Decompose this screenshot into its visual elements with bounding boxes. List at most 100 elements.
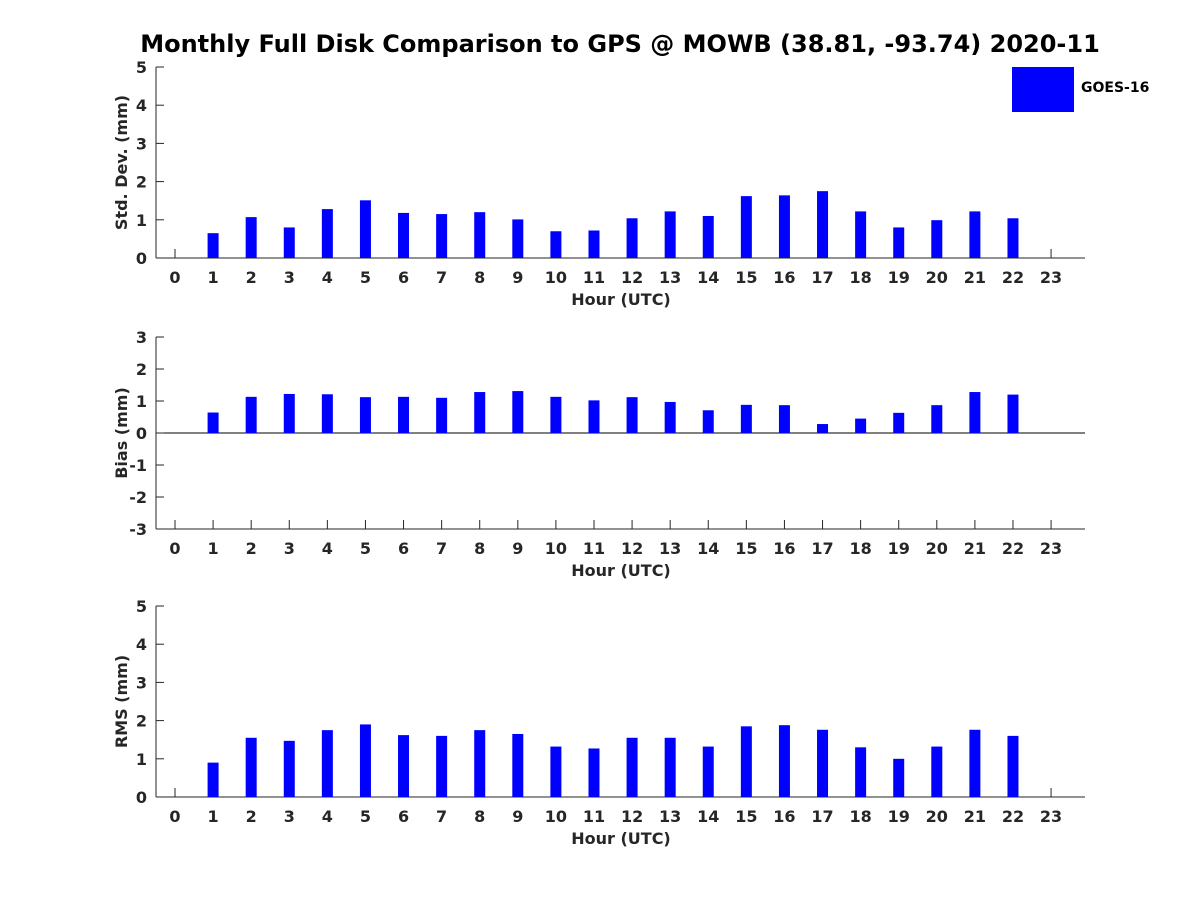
legend: GOES-16 [1012,66,1162,114]
x-tick-label: 22 [1002,539,1024,558]
y-tick-label: 1 [136,211,147,230]
bar [702,410,714,433]
bar [283,393,295,433]
x-tick-label: 4 [322,539,333,558]
bar [398,396,410,433]
x-tick-label: 21 [964,268,986,287]
bar [512,219,524,258]
bar [778,405,790,433]
bar [931,746,943,797]
x-tick-label: 13 [659,807,681,826]
bar [1007,394,1019,433]
bar [817,191,829,258]
x-tick-label: 1 [208,807,219,826]
x-tick-label: 8 [474,807,485,826]
bar [1007,218,1019,258]
x-tick-label: 2 [246,268,257,287]
x-tick-label: 7 [436,807,447,826]
y-tick-label: 1 [136,750,147,769]
y-tick-label: 1 [136,392,147,411]
bar [893,412,905,433]
x-tick-label: 19 [888,807,910,826]
bar [740,196,752,258]
bar [436,214,448,258]
x-tick-label: 5 [360,268,371,287]
bar [626,737,638,797]
y-axis-label: Std. Dev. (mm) [112,95,131,230]
bar [664,211,676,258]
x-tick-label: 0 [169,807,180,826]
x-tick-label: 11 [583,539,605,558]
bar [359,200,371,258]
x-tick-label: 16 [773,807,795,826]
bar [283,740,295,797]
bar [398,735,410,797]
bar [512,733,524,797]
x-tick-label: 15 [735,268,757,287]
x-tick-label: 16 [773,268,795,287]
x-tick-label: 20 [926,268,948,287]
y-tick-label: 4 [136,635,147,654]
x-tick-label: 0 [169,539,180,558]
x-tick-label: 9 [512,268,523,287]
y-tick-label: 0 [136,788,147,807]
x-tick-label: 13 [659,539,681,558]
bar [931,220,943,258]
y-tick-label: -3 [129,520,147,539]
x-tick-label: 0 [169,268,180,287]
x-axis-label: Hour (UTC) [571,561,671,580]
y-tick-label: 2 [136,360,147,379]
bar [207,762,219,797]
bar [778,195,790,258]
x-tick-label: 2 [246,539,257,558]
x-tick-label: 8 [474,268,485,287]
x-tick-label: 12 [621,539,643,558]
x-tick-label: 12 [621,807,643,826]
x-tick-label: 9 [512,807,523,826]
bar [245,737,257,797]
y-tick-label: 0 [136,424,147,443]
x-tick-label: 6 [398,807,409,826]
bar [359,397,371,433]
x-tick-label: 11 [583,268,605,287]
x-tick-label: 3 [284,807,295,826]
x-tick-label: 18 [849,807,871,826]
y-tick-label: 2 [136,712,147,731]
x-tick-label: 14 [697,807,719,826]
x-tick-label: 11 [583,807,605,826]
x-tick-label: 14 [697,268,719,287]
x-tick-label: 23 [1040,807,1062,826]
x-tick-label: 14 [697,539,719,558]
y-tick-label: 2 [136,173,147,192]
bar [740,726,752,797]
x-tick-label: 20 [926,539,948,558]
bar [855,211,867,258]
x-tick-label: 18 [849,268,871,287]
bar [931,405,943,433]
x-tick-label: 7 [436,539,447,558]
x-tick-label: 10 [545,539,567,558]
bar [245,396,257,433]
x-tick-label: 23 [1040,268,1062,287]
x-tick-label: 7 [436,268,447,287]
y-axis-label: Bias (mm) [112,387,131,479]
bar [702,746,714,797]
x-tick-label: 3 [284,539,295,558]
bar [626,397,638,433]
x-tick-label: 6 [398,268,409,287]
bar [550,746,562,797]
bar [207,233,219,258]
x-tick-label: 17 [811,807,833,826]
x-tick-label: 5 [360,539,371,558]
y-tick-label: 3 [136,328,147,347]
bar [474,392,486,433]
bar [512,391,524,433]
bar [245,217,257,258]
x-tick-label: 4 [322,807,333,826]
bar [817,729,829,797]
x-tick-label: 8 [474,539,485,558]
bar [436,397,448,433]
bar [588,230,600,258]
bar [740,404,752,433]
